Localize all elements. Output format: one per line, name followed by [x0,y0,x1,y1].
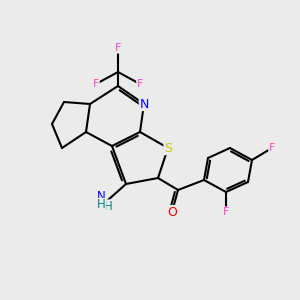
Text: N: N [97,190,105,203]
Text: S: S [164,142,172,154]
Text: F: F [137,79,143,89]
Text: F: F [223,207,229,217]
Text: F: F [93,79,99,89]
Text: O: O [167,206,177,218]
Text: H: H [97,199,105,212]
Text: F: F [115,43,121,53]
Text: N: N [139,98,149,110]
Text: F: F [269,143,275,153]
Text: H: H [103,200,112,213]
